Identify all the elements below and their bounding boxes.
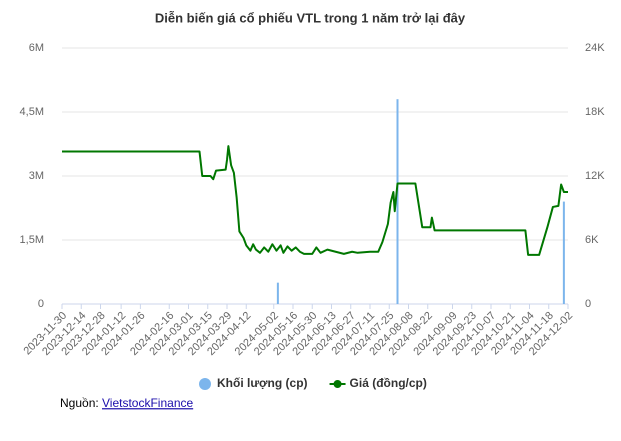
legend-item[interactable]: Khối lượng (cp) bbox=[199, 376, 308, 390]
price-line bbox=[62, 145, 568, 256]
volume-bar bbox=[276, 282, 279, 304]
legend-item[interactable]: Giá (đồng/cp) bbox=[329, 376, 427, 390]
y2-tick-label: 6K bbox=[585, 234, 599, 246]
volume-bar bbox=[562, 201, 565, 304]
y-tick-label: 3M bbox=[29, 170, 44, 182]
y-tick-label: 6M bbox=[29, 42, 44, 54]
y2-tick-label: 12K bbox=[585, 170, 605, 182]
volume-bar bbox=[396, 99, 399, 304]
y-tick-label: 4,5M bbox=[20, 106, 44, 118]
chart-title: Diễn biến giá cổ phiếu VTL trong 1 năm t… bbox=[155, 10, 466, 25]
y2-tick-label: 24K bbox=[585, 42, 605, 54]
y-tick-label: 1,5M bbox=[20, 234, 44, 246]
legend-symbol bbox=[199, 378, 211, 390]
source-label: Nguồn: bbox=[60, 396, 99, 410]
source-link[interactable]: VietstockFinance bbox=[102, 396, 193, 410]
legend-label: Giá (đồng/cp) bbox=[350, 376, 427, 390]
y-tick-label: 0 bbox=[38, 298, 44, 310]
legend-label: Khối lượng (cp) bbox=[217, 376, 308, 390]
y2-tick-label: 18K bbox=[585, 106, 605, 118]
y2-tick-label: 0 bbox=[585, 298, 591, 310]
legend-symbol bbox=[333, 380, 342, 388]
